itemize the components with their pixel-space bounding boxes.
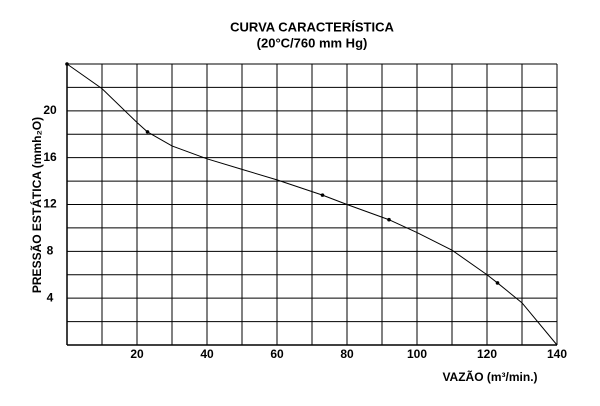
point xyxy=(65,62,69,66)
x-tick-label: 120 xyxy=(477,347,497,361)
x-axis-label: VAZÃO (m³/min.) xyxy=(442,369,537,384)
point xyxy=(387,217,391,222)
y-tick-label: 8 xyxy=(47,244,54,258)
chart-title: CURVA CARACTERÍSTICA xyxy=(230,19,394,34)
x-tick-label: 20 xyxy=(130,347,144,361)
y-tick-label: 16 xyxy=(43,150,57,164)
point xyxy=(320,193,325,197)
x-tick-label: 100 xyxy=(407,347,427,361)
y-tick-label: 12 xyxy=(43,197,57,211)
y-tick-label: 4 xyxy=(47,290,54,304)
y-axis-label: PRESSÃO ESTÁTICA (mmh₂O) xyxy=(29,117,44,293)
point xyxy=(495,281,500,285)
x-tick-label: 140 xyxy=(547,347,567,361)
x-tick-label: 60 xyxy=(270,347,284,361)
point xyxy=(145,130,150,134)
x-tick-label: 80 xyxy=(340,347,354,361)
y-tick-label: 20 xyxy=(43,103,57,117)
x-tick-label: 40 xyxy=(200,347,214,361)
chart-subtitle: (20°C/760 mm Hg) xyxy=(257,35,368,50)
